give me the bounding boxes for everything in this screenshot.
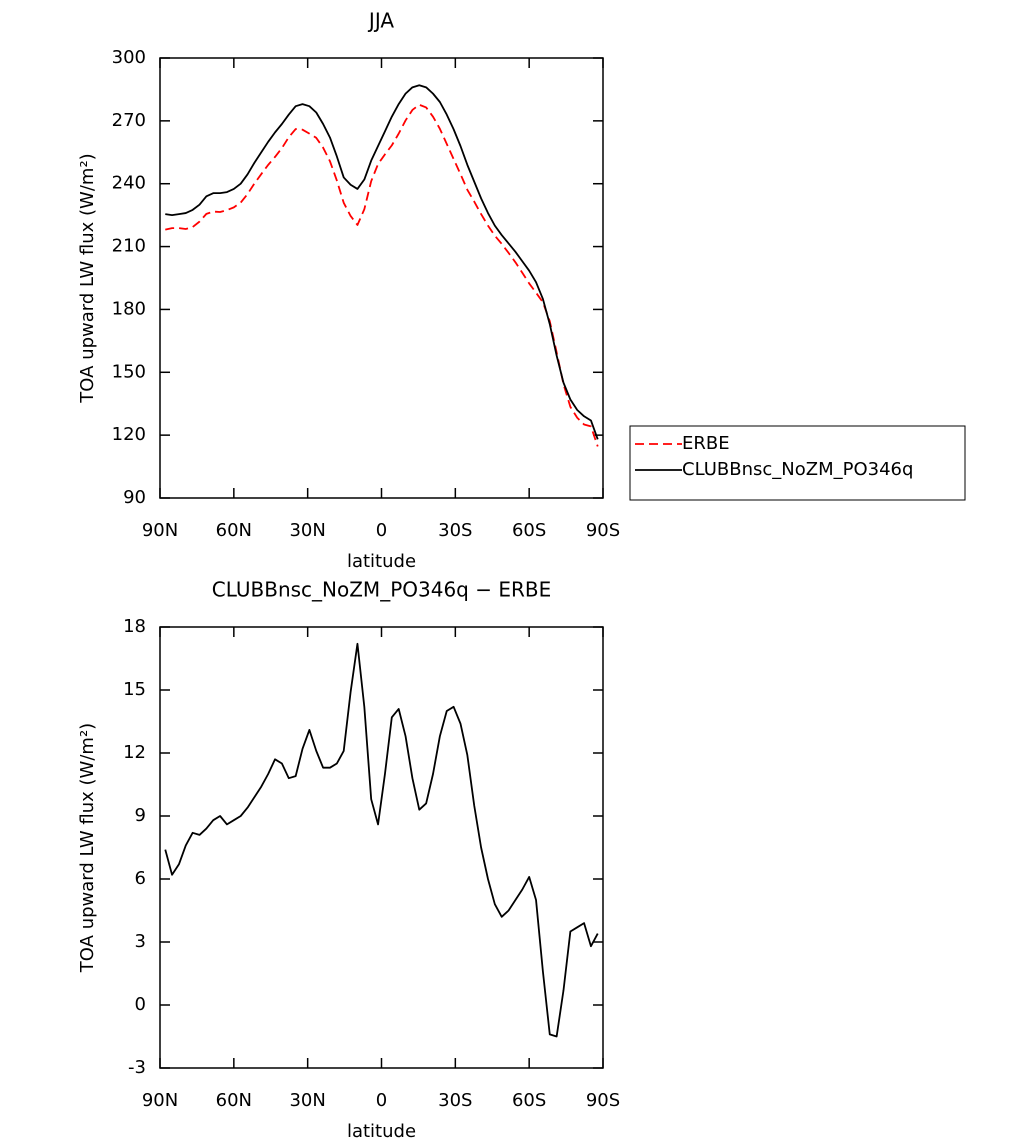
x-tick-label: 60N <box>216 1090 252 1111</box>
y-tick-label: 180 <box>112 298 146 319</box>
x-tick-label: 60S <box>512 520 546 541</box>
data-line <box>164 642 599 1038</box>
x-tick-label: 0 <box>376 520 387 541</box>
y-tick-label: 18 <box>123 616 146 637</box>
y-axis-label: TOA upward LW flux (W/m²) <box>77 723 98 973</box>
legend-box <box>629 425 966 501</box>
y-tick-label: 12 <box>123 742 146 763</box>
y-tick-label: 300 <box>112 47 146 68</box>
x-axis-label: latitude <box>347 1121 416 1142</box>
y-tick-label: 150 <box>112 361 146 382</box>
y-tick-label: 0 <box>135 994 146 1015</box>
x-tick-label: 90S <box>586 520 620 541</box>
y-tick-label: 15 <box>123 679 146 700</box>
x-tick-label: 30N <box>289 1090 325 1111</box>
data-line <box>165 84 599 440</box>
plot-frame <box>159 57 604 499</box>
x-tick-label: 60N <box>216 520 252 541</box>
x-axis-label: latitude <box>347 551 416 572</box>
x-tick-label: 60S <box>512 1090 546 1111</box>
x-tick-label: 90N <box>142 520 178 541</box>
legend-label: CLUBBnsc_NoZM_PO346q <box>682 459 913 480</box>
y-tick-label: 210 <box>112 236 146 257</box>
chart-title: JJA <box>367 9 394 33</box>
x-tick-label: 30N <box>289 520 325 541</box>
y-tick-label: 3 <box>135 931 146 952</box>
chart-title: CLUBBnsc_NoZM_PO346q − ERBE <box>212 578 551 602</box>
legend-label: ERBE <box>682 433 730 454</box>
x-tick-label: 90N <box>142 1090 178 1111</box>
plot-frame <box>159 626 604 1069</box>
y-tick-label: 270 <box>112 110 146 131</box>
y-tick-label: 240 <box>112 173 146 194</box>
y-tick-label: 9 <box>135 805 146 826</box>
x-tick-label: 90S <box>586 1090 620 1111</box>
y-tick-label: -3 <box>128 1057 146 1078</box>
x-tick-label: 30S <box>438 520 472 541</box>
x-tick-label: 30S <box>438 1090 472 1111</box>
y-tick-label: 120 <box>112 424 146 445</box>
y-tick-label: 6 <box>135 868 146 889</box>
y-axis-label: TOA upward LW flux (W/m²) <box>77 153 98 403</box>
x-tick-label: 0 <box>376 1090 387 1111</box>
y-tick-label: 90 <box>123 487 146 508</box>
data-line <box>165 103 599 447</box>
